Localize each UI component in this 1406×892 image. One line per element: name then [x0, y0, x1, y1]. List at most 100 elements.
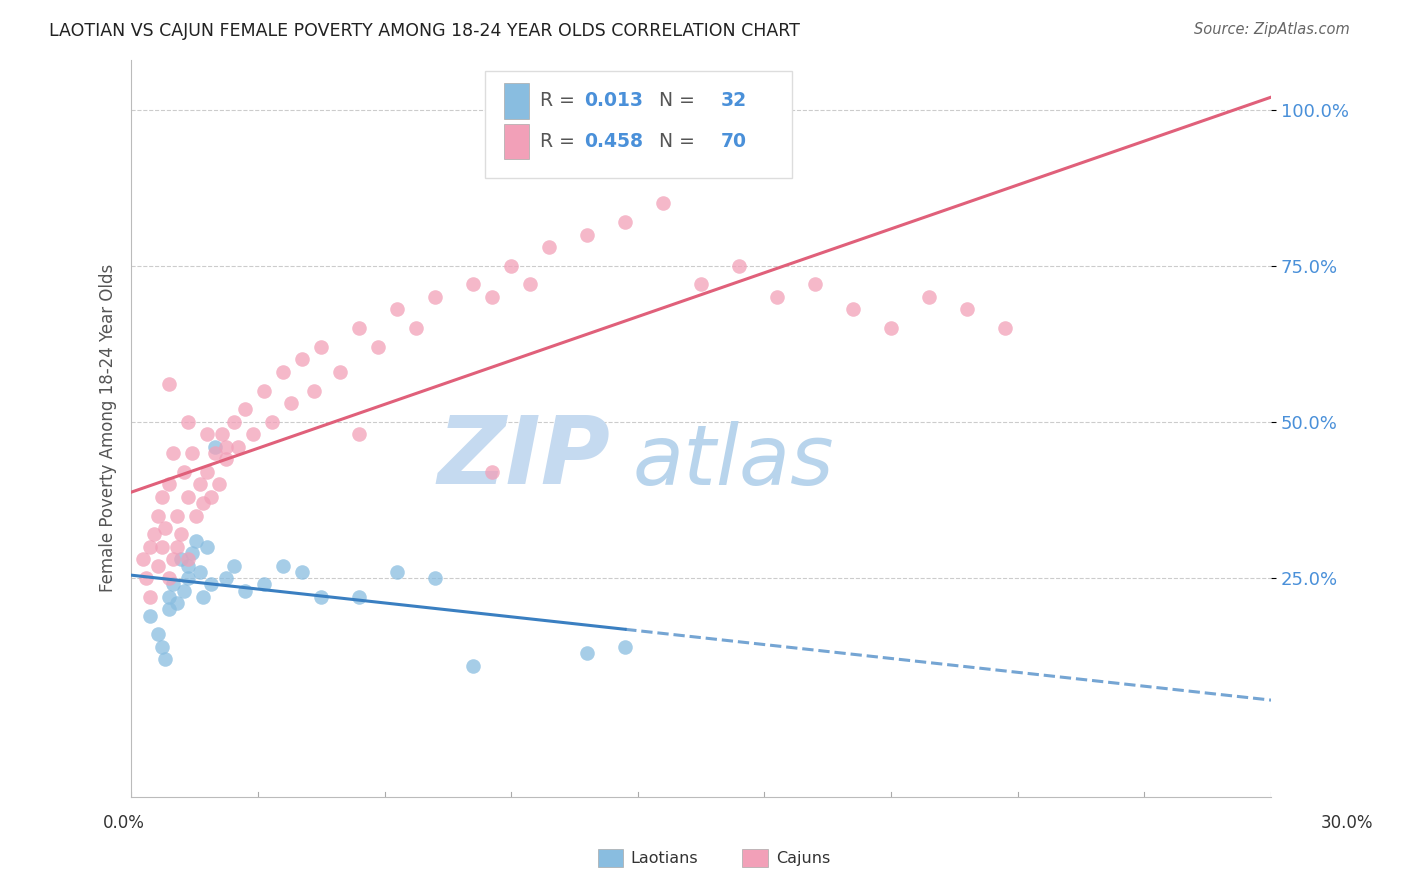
Point — [690, 277, 713, 292]
Point — [425, 290, 447, 304]
FancyBboxPatch shape — [503, 124, 529, 159]
Point — [425, 571, 447, 585]
Point — [139, 608, 162, 623]
Point — [139, 540, 162, 554]
Point — [880, 321, 903, 335]
Point — [157, 590, 180, 604]
Point — [501, 259, 523, 273]
Text: LAOTIAN VS CAJUN FEMALE POVERTY AMONG 18-24 YEAR OLDS CORRELATION CHART: LAOTIAN VS CAJUN FEMALE POVERTY AMONG 18… — [49, 22, 800, 40]
Point — [166, 540, 188, 554]
Point — [387, 302, 409, 317]
Point — [162, 577, 184, 591]
Text: 70: 70 — [720, 132, 747, 151]
Point — [387, 565, 409, 579]
Point — [184, 533, 207, 548]
Point — [166, 596, 188, 610]
Point — [157, 377, 180, 392]
Point — [215, 571, 238, 585]
Point — [614, 640, 637, 654]
Point — [188, 477, 211, 491]
Point — [193, 590, 215, 604]
Point — [173, 583, 195, 598]
Point — [188, 565, 211, 579]
Point — [463, 658, 485, 673]
Point — [302, 384, 325, 398]
Point — [576, 227, 599, 242]
Point — [291, 565, 314, 579]
Point — [211, 427, 233, 442]
Point — [173, 465, 195, 479]
Point — [519, 277, 541, 292]
Point — [135, 571, 157, 585]
Y-axis label: Female Poverty Among 18-24 Year Olds: Female Poverty Among 18-24 Year Olds — [100, 264, 117, 592]
Text: R =: R = — [540, 132, 581, 151]
Point — [150, 490, 173, 504]
Point — [347, 321, 370, 335]
FancyBboxPatch shape — [503, 83, 529, 119]
Point — [146, 558, 169, 573]
FancyBboxPatch shape — [485, 70, 793, 178]
Point — [177, 490, 200, 504]
Point — [291, 352, 314, 367]
Point — [253, 384, 276, 398]
Point — [146, 627, 169, 641]
Point — [260, 415, 283, 429]
Point — [139, 590, 162, 604]
Point — [177, 571, 200, 585]
Point — [918, 290, 941, 304]
Point — [280, 396, 302, 410]
Text: 30.0%: 30.0% — [1320, 814, 1374, 831]
Text: Laotians: Laotians — [630, 851, 697, 865]
Point — [728, 259, 751, 273]
Point — [215, 452, 238, 467]
Point — [994, 321, 1017, 335]
Point — [271, 365, 294, 379]
Point — [208, 477, 231, 491]
Point — [614, 215, 637, 229]
Point — [177, 558, 200, 573]
Point — [184, 508, 207, 523]
Point — [200, 577, 222, 591]
Point — [309, 340, 332, 354]
Point — [956, 302, 979, 317]
Point — [652, 196, 675, 211]
Point — [177, 552, 200, 566]
Point — [155, 521, 177, 535]
Point — [195, 540, 218, 554]
Point — [166, 508, 188, 523]
Point — [367, 340, 389, 354]
Point — [804, 277, 827, 292]
Point — [766, 290, 789, 304]
Text: 0.458: 0.458 — [583, 132, 643, 151]
Point — [842, 302, 865, 317]
Point — [169, 552, 191, 566]
Point — [233, 583, 256, 598]
Point — [200, 490, 222, 504]
Point — [226, 440, 249, 454]
Point — [204, 446, 226, 460]
Point — [309, 590, 332, 604]
Point — [347, 427, 370, 442]
Text: Cajuns: Cajuns — [776, 851, 831, 865]
Text: atlas: atlas — [633, 421, 834, 502]
Text: 0.013: 0.013 — [583, 91, 643, 111]
Point — [271, 558, 294, 573]
Point — [157, 571, 180, 585]
Text: ZIP: ZIP — [437, 411, 610, 504]
Point — [576, 646, 599, 660]
Point — [405, 321, 427, 335]
Point — [131, 552, 153, 566]
Point — [143, 527, 166, 541]
Point — [347, 590, 370, 604]
Text: N =: N = — [641, 132, 700, 151]
Point — [222, 415, 245, 429]
Text: Source: ZipAtlas.com: Source: ZipAtlas.com — [1194, 22, 1350, 37]
Point — [193, 496, 215, 510]
Point — [181, 546, 204, 560]
Point — [181, 446, 204, 460]
Text: R =: R = — [540, 91, 581, 111]
Point — [195, 427, 218, 442]
Point — [253, 577, 276, 591]
Point — [169, 527, 191, 541]
Point — [204, 440, 226, 454]
